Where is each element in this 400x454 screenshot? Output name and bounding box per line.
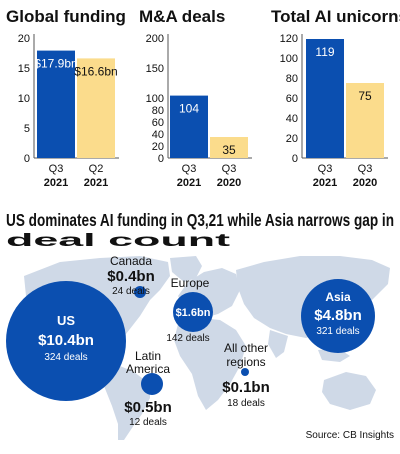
bubble-other-regions: [241, 368, 249, 376]
canada-deal-count: 24 deals: [112, 286, 150, 297]
x-category-label: Q3: [49, 163, 64, 175]
x-category-label: Q3: [182, 163, 197, 175]
australia-landmass: [322, 372, 376, 410]
bar-current: [306, 39, 344, 158]
bubble-latin-america: [141, 373, 163, 395]
y-tick-label: 15: [18, 63, 30, 75]
bar-charts: Global funding 0 5 10 15 20 $17.9bn Q3 2021 $16.6…: [6, 7, 400, 189]
bar-current: [37, 50, 75, 158]
chart-title: Total AI unicorns: [271, 7, 400, 26]
canada-region-name: Canada: [110, 254, 152, 268]
bubble-europe: [173, 292, 213, 332]
us-funding-amount: $10.4bn: [38, 332, 94, 349]
y-tick-label: 200: [146, 33, 164, 45]
x-category-label: 2021: [44, 177, 68, 189]
other-regions-deal-count: 18 deals: [227, 398, 265, 409]
bar-previous: [346, 83, 384, 158]
x-category-label: 2020: [353, 177, 377, 189]
europe-deal-count: 142 deals: [166, 333, 209, 344]
y-tick-label: 60: [152, 117, 164, 129]
y-tick-label: 40: [152, 129, 164, 141]
bar-data-label: 104: [179, 102, 199, 116]
x-category-label: Q3: [358, 163, 373, 175]
y-tick-label: 150: [146, 63, 164, 75]
canada-funding-amount: $0.4bn: [107, 268, 155, 285]
latin-america-region-name-line-2: America: [126, 362, 170, 376]
chart-ai-unicorns: Total AI unicorns 0 20 40 60 80 100 120 119 Q3 202…: [271, 7, 400, 189]
chart-global-funding: Global funding 0 5 10 15 20 $17.9bn Q3 2021 $16.6…: [6, 7, 126, 189]
latin-america-deal-count: 12 deals: [129, 417, 167, 428]
bar-data-label: 119: [315, 45, 334, 59]
india-landmass: [268, 330, 288, 358]
asia-funding-amount: $4.8bn: [314, 307, 362, 324]
bar-current: [170, 95, 208, 158]
x-category-label: 2021: [313, 177, 337, 189]
y-tick-label: 5: [24, 123, 30, 135]
x-category-label: Q2: [89, 163, 104, 175]
y-tick-label: 80: [286, 73, 298, 85]
y-tick-label: 0: [158, 153, 164, 165]
bar-data-label: $16.6bn: [74, 64, 117, 78]
y-tick-label: 100: [280, 53, 298, 65]
map-headline-line-2: deal count: [6, 230, 230, 250]
us-region-name: US: [57, 313, 75, 328]
other-regions-funding-amount: $0.1bn: [222, 379, 270, 396]
bar-previous: [77, 58, 115, 158]
x-category-label: Q3: [222, 163, 237, 175]
us-deal-count: 324 deals: [44, 352, 87, 363]
europe-region-name: Europe: [171, 276, 210, 290]
y-tick-label: 20: [152, 141, 164, 153]
bubble-canada: [134, 286, 146, 298]
map-headline-line-1: US dominates AI funding in Q3,21 while A…: [6, 210, 394, 230]
y-tick-label: 100: [146, 93, 164, 105]
bubble-asia: [301, 279, 375, 353]
x-category-label: Q3: [318, 163, 333, 175]
latin-america-region-name-line-1: Latin: [135, 349, 161, 363]
bar-data-label: 35: [222, 143, 236, 157]
x-category-label: 2021: [84, 177, 108, 189]
latin-america-funding-amount: $0.5bn: [124, 399, 172, 416]
x-category-label: 2021: [177, 177, 201, 189]
asia-region-name: Asia: [325, 290, 351, 304]
bar-data-label: 75: [358, 89, 372, 103]
y-tick-label: 20: [18, 33, 30, 45]
y-tick-label: 40: [286, 113, 298, 125]
y-tick-label: 0: [292, 153, 298, 165]
bar-data-label: $17.9bn: [34, 57, 77, 71]
bar-previous: [210, 137, 248, 158]
y-tick-label: 0: [24, 153, 30, 165]
y-tick-label: 80: [152, 105, 164, 117]
other-regions-name-line-2: regions: [226, 355, 265, 369]
asia-deal-count: 321 deals: [316, 326, 359, 337]
region-bubbles: [6, 279, 375, 401]
chart-title: Global funding: [6, 7, 126, 26]
y-tick-label: 10: [18, 93, 30, 105]
x-category-label: 2020: [217, 177, 241, 189]
y-tick-label: 60: [286, 93, 298, 105]
y-tick-label: 120: [280, 33, 298, 45]
y-tick-label: 20: [286, 133, 298, 145]
bubble-us: [6, 281, 126, 401]
europe-funding-amount: $1.6bn: [176, 307, 211, 319]
other-regions-name-line-1: All other: [224, 341, 268, 355]
chart-title: M&A deals: [139, 7, 225, 26]
africa-landmass: [174, 318, 246, 410]
greenland-landmass: [170, 256, 202, 282]
source-note: Source: CB Insights: [306, 430, 394, 441]
